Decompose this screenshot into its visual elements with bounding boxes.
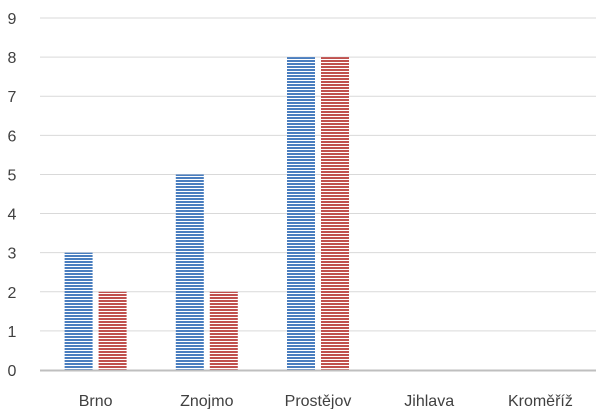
y-tick-label: 5 bbox=[8, 167, 17, 184]
bar-2-znojmo bbox=[209, 291, 238, 370]
bar-1-prostějov bbox=[287, 57, 315, 370]
y-axis-ticks: 0 1 2 3 4 5 6 7 8 9 bbox=[8, 11, 17, 380]
x-tick-label: Jihlava bbox=[404, 393, 454, 409]
y-tick-label: 3 bbox=[8, 246, 17, 263]
bar-1-znojmo bbox=[175, 174, 204, 370]
bars bbox=[64, 57, 349, 370]
y-tick-label: 2 bbox=[8, 285, 17, 302]
y-tick-label: 8 bbox=[8, 50, 17, 67]
y-tick-label: 7 bbox=[8, 89, 17, 106]
x-tick-label: Kroměříž bbox=[508, 393, 573, 409]
y-tick-label: 4 bbox=[8, 207, 17, 224]
x-tick-label: Znojmo bbox=[180, 393, 233, 409]
x-axis-ticks: Brno Znojmo Prostějov Jihlava Kroměříž bbox=[79, 393, 573, 410]
y-tick-label: 9 bbox=[8, 11, 17, 28]
gridlines bbox=[40, 17, 596, 332]
bar-2-brno bbox=[98, 291, 127, 370]
y-tick-label: 6 bbox=[8, 128, 17, 145]
bar-1-brno bbox=[64, 252, 93, 370]
x-tick-label: Brno bbox=[79, 393, 113, 409]
x-tick-label: Prostějov bbox=[285, 393, 352, 409]
y-tick-label: 1 bbox=[8, 324, 17, 341]
y-tick-label: 0 bbox=[8, 363, 17, 380]
bar-2-prostějov bbox=[321, 57, 349, 370]
